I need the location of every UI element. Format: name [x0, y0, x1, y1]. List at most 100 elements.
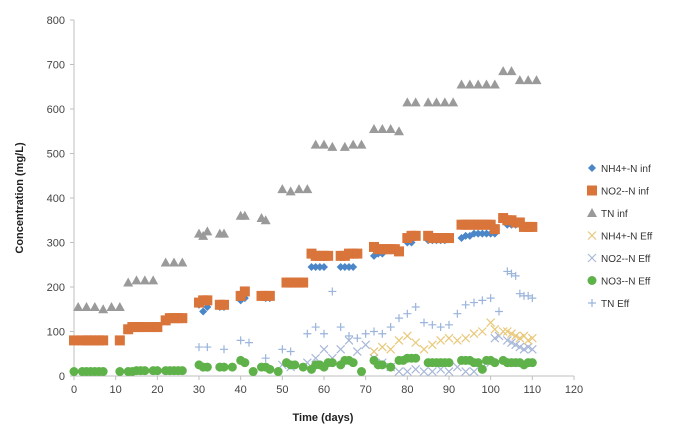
- series-nh4-n-eff: [369, 318, 537, 356]
- legend-label: NH4+-N inf: [601, 164, 651, 175]
- data-point: [439, 97, 450, 107]
- x-tick-label: 50: [276, 384, 288, 396]
- data-point: [264, 290, 275, 301]
- data-point: [140, 366, 150, 376]
- x-tick-label: 70: [360, 384, 372, 396]
- data-point: [260, 215, 271, 225]
- data-point: [152, 322, 163, 333]
- data-point: [339, 141, 350, 151]
- data-point: [377, 124, 388, 134]
- data-point: [344, 335, 354, 345]
- data-point: [423, 97, 434, 107]
- data-point: [265, 364, 275, 374]
- data-point: [315, 262, 324, 271]
- legend-marker: [588, 299, 596, 307]
- series-no2-n-inf: [69, 213, 538, 346]
- data-point: [477, 364, 487, 374]
- data-point: [336, 344, 346, 354]
- legend-item: NO2--N Eff: [587, 253, 650, 265]
- data-point: [489, 79, 500, 89]
- data-point: [98, 304, 109, 314]
- data-point: [245, 338, 253, 347]
- data-point: [290, 360, 300, 370]
- data-point: [98, 335, 109, 346]
- data-point: [361, 329, 370, 338]
- data-point: [160, 257, 171, 267]
- data-point: [448, 97, 459, 107]
- data-point: [273, 367, 283, 377]
- data-point: [515, 333, 525, 343]
- data-point: [524, 291, 533, 300]
- data-point: [431, 97, 442, 107]
- data-point: [482, 229, 491, 238]
- data-point: [507, 338, 516, 348]
- data-point: [285, 186, 296, 196]
- data-point: [227, 362, 237, 372]
- data-point: [348, 358, 358, 368]
- data-point: [420, 318, 428, 327]
- data-point: [123, 277, 134, 287]
- data-point: [261, 354, 270, 363]
- data-point: [498, 327, 508, 336]
- data-marks: [69, 66, 542, 377]
- data-point: [419, 367, 429, 376]
- data-point: [523, 75, 534, 85]
- data-point: [394, 335, 404, 345]
- data-point: [481, 79, 492, 89]
- data-point: [199, 307, 208, 316]
- data-point: [239, 210, 250, 220]
- legend-marker: [587, 253, 597, 263]
- legend-item: NO2--N inf: [587, 185, 649, 198]
- legend-label: TN inf: [601, 209, 628, 220]
- y-tick-label: 300: [47, 238, 65, 250]
- data-point: [278, 345, 287, 354]
- data-point: [411, 364, 421, 374]
- data-point: [523, 342, 533, 352]
- data-point: [320, 329, 328, 338]
- data-point: [411, 303, 420, 312]
- data-point: [453, 309, 462, 318]
- legend-label: NO2--N inf: [601, 187, 649, 198]
- data-point: [298, 277, 309, 288]
- data-point: [202, 295, 213, 306]
- data-point: [89, 302, 100, 312]
- data-point: [277, 184, 288, 194]
- y-tick-label: 0: [59, 371, 65, 383]
- legend-marker: [587, 231, 597, 240]
- legend-label: NO3--N Eff: [601, 277, 650, 288]
- x-tick-label: 120: [565, 384, 583, 396]
- y-tick-label: 500: [47, 149, 65, 161]
- data-point: [527, 344, 537, 354]
- data-point: [436, 335, 446, 345]
- data-point: [327, 358, 337, 368]
- data-point: [474, 229, 483, 238]
- data-point: [81, 302, 92, 312]
- data-point: [452, 335, 462, 345]
- series-tn-inf: [73, 66, 542, 314]
- data-point: [114, 302, 125, 312]
- legend: NH4+-N inf NO2--N inf TN inf NH4+-N Eff NO2-…: [587, 164, 652, 310]
- legend-item: NH4+-N Eff: [587, 231, 652, 243]
- x-axis-title: Time (days): [293, 412, 354, 424]
- data-point: [394, 246, 404, 257]
- x-tick-label: 20: [151, 384, 163, 396]
- data-point: [320, 262, 328, 271]
- data-point: [444, 367, 454, 376]
- data-point: [410, 97, 421, 107]
- data-point: [478, 296, 487, 305]
- data-point: [152, 366, 162, 376]
- data-point: [177, 257, 188, 267]
- data-point: [394, 367, 404, 376]
- data-point: [377, 360, 387, 370]
- data-point: [323, 250, 334, 261]
- data-point: [511, 340, 521, 350]
- data-point: [444, 358, 454, 368]
- data-point: [461, 300, 470, 309]
- data-point: [411, 338, 421, 348]
- data-point: [402, 97, 413, 107]
- data-point: [470, 298, 478, 307]
- data-point: [307, 262, 316, 271]
- data-point: [506, 66, 517, 76]
- data-point: [349, 262, 358, 271]
- data-point: [470, 229, 478, 238]
